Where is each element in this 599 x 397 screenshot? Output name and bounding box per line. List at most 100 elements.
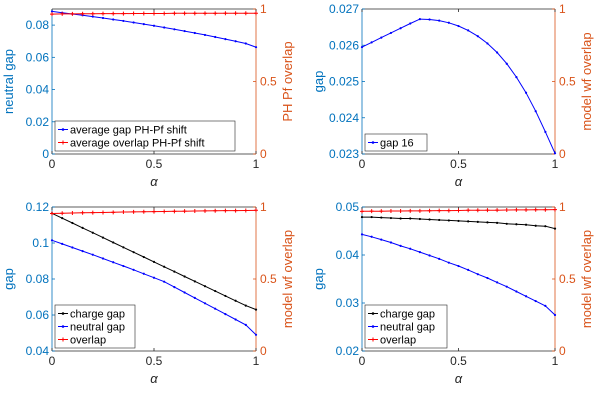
data-point: [380, 216, 383, 219]
x-tick-label: 1: [552, 157, 559, 171]
data-point: [427, 208, 432, 213]
series-line: [51, 10, 257, 48]
data-point: [524, 223, 528, 226]
data-point: [112, 18, 115, 21]
right-y-tick-label: 1: [559, 200, 566, 214]
data-point: [243, 208, 248, 213]
data-point: [50, 10, 54, 13]
data-point: [254, 333, 258, 336]
data-point: [101, 210, 105, 215]
left-y-axis-label: neutral gap: [1, 49, 16, 114]
right-y-tick-label: 1: [260, 2, 267, 16]
data-point: [543, 207, 548, 212]
data-point: [214, 307, 217, 310]
data-point: [254, 208, 258, 213]
data-point: [213, 208, 218, 213]
data-point: [203, 11, 207, 16]
data-point: [91, 253, 94, 256]
data-point: [224, 294, 227, 298]
data-point: [121, 11, 126, 16]
right-y-axis-label: model wf overlap: [579, 32, 594, 130]
data-point: [91, 15, 94, 18]
data-point: [254, 11, 258, 16]
data-point: [515, 76, 518, 79]
data-point: [496, 221, 499, 224]
x-tick-label: 0.5: [146, 354, 163, 368]
data-point: [360, 209, 364, 214]
right-y-tick-label: 0.5: [559, 75, 576, 89]
data-point: [61, 242, 64, 245]
left-y-tick-label: 0.1: [32, 236, 49, 250]
legend-marker: [371, 337, 375, 342]
x-tick-label: 1: [552, 354, 559, 368]
data-point: [50, 239, 54, 242]
data-point: [223, 11, 228, 16]
legend-marker: [61, 140, 65, 145]
data-point: [183, 275, 186, 278]
data-point: [213, 11, 218, 16]
left-y-tick-label: 0.04: [26, 83, 50, 97]
data-point: [152, 11, 156, 16]
data-point: [152, 276, 156, 279]
data-point: [476, 273, 479, 276]
data-point: [224, 313, 227, 316]
data-point: [515, 290, 518, 293]
data-point: [173, 28, 176, 31]
data-point: [467, 268, 470, 271]
legend-label: average overlap PH-Pf shift: [70, 138, 205, 150]
legend-label: gap 16: [380, 138, 414, 150]
legend-box: [54, 120, 236, 152]
data-point: [496, 281, 499, 284]
data-point: [70, 11, 75, 16]
series-line: [361, 18, 556, 154]
legend: gap 16: [364, 133, 428, 152]
data-point: [61, 217, 64, 220]
data-point: [418, 217, 421, 221]
x-tick-label: 0.5: [450, 354, 467, 368]
data-point: [447, 219, 450, 222]
data-point: [389, 241, 393, 244]
data-point: [486, 276, 489, 280]
x-axis-label: α: [455, 174, 463, 189]
legend-label: charge gap: [70, 309, 125, 321]
data-point: [112, 241, 115, 244]
data-point: [192, 11, 197, 16]
data-point: [80, 210, 85, 215]
data-point: [360, 215, 364, 219]
data-point: [243, 11, 248, 16]
data-point: [446, 208, 451, 213]
left-y-tick-label: 0.02: [336, 344, 360, 358]
data-point: [457, 24, 460, 28]
series-line: [361, 233, 556, 316]
subplot-2: 0 0.5 1 0.023 0.024 0.025 0.026 0.027 0 0.5 1 α gap m…: [311, 2, 594, 189]
data-point: [389, 216, 393, 220]
left-y-tick-label: 0: [42, 147, 49, 161]
legend-label: neutral gap: [380, 322, 435, 334]
data-point: [163, 265, 166, 268]
data-point: [60, 211, 65, 216]
data-point: [214, 289, 217, 293]
data-point: [399, 244, 402, 247]
data-point: [132, 251, 135, 254]
data-point: [476, 35, 479, 38]
data-point: [389, 31, 393, 35]
x-tick-label: 0: [359, 157, 366, 171]
legend-marker: [61, 312, 65, 315]
legend-marker: [371, 312, 375, 315]
data-point: [418, 18, 421, 21]
right-y-tick-label: 0: [559, 344, 566, 358]
data-point: [417, 208, 422, 213]
data-point: [71, 246, 74, 249]
data-point: [224, 38, 227, 41]
data-point: [142, 255, 145, 259]
data-point: [504, 208, 509, 213]
data-point: [370, 41, 373, 44]
data-point: [456, 208, 461, 213]
left-y-tick-label: 0.05: [336, 200, 360, 214]
data-point: [183, 291, 186, 294]
data-point: [172, 209, 177, 214]
x-tick-label: 0.5: [146, 157, 163, 171]
data-point: [398, 209, 403, 214]
x-axis-label: α: [150, 174, 158, 189]
data-point: [438, 19, 441, 22]
